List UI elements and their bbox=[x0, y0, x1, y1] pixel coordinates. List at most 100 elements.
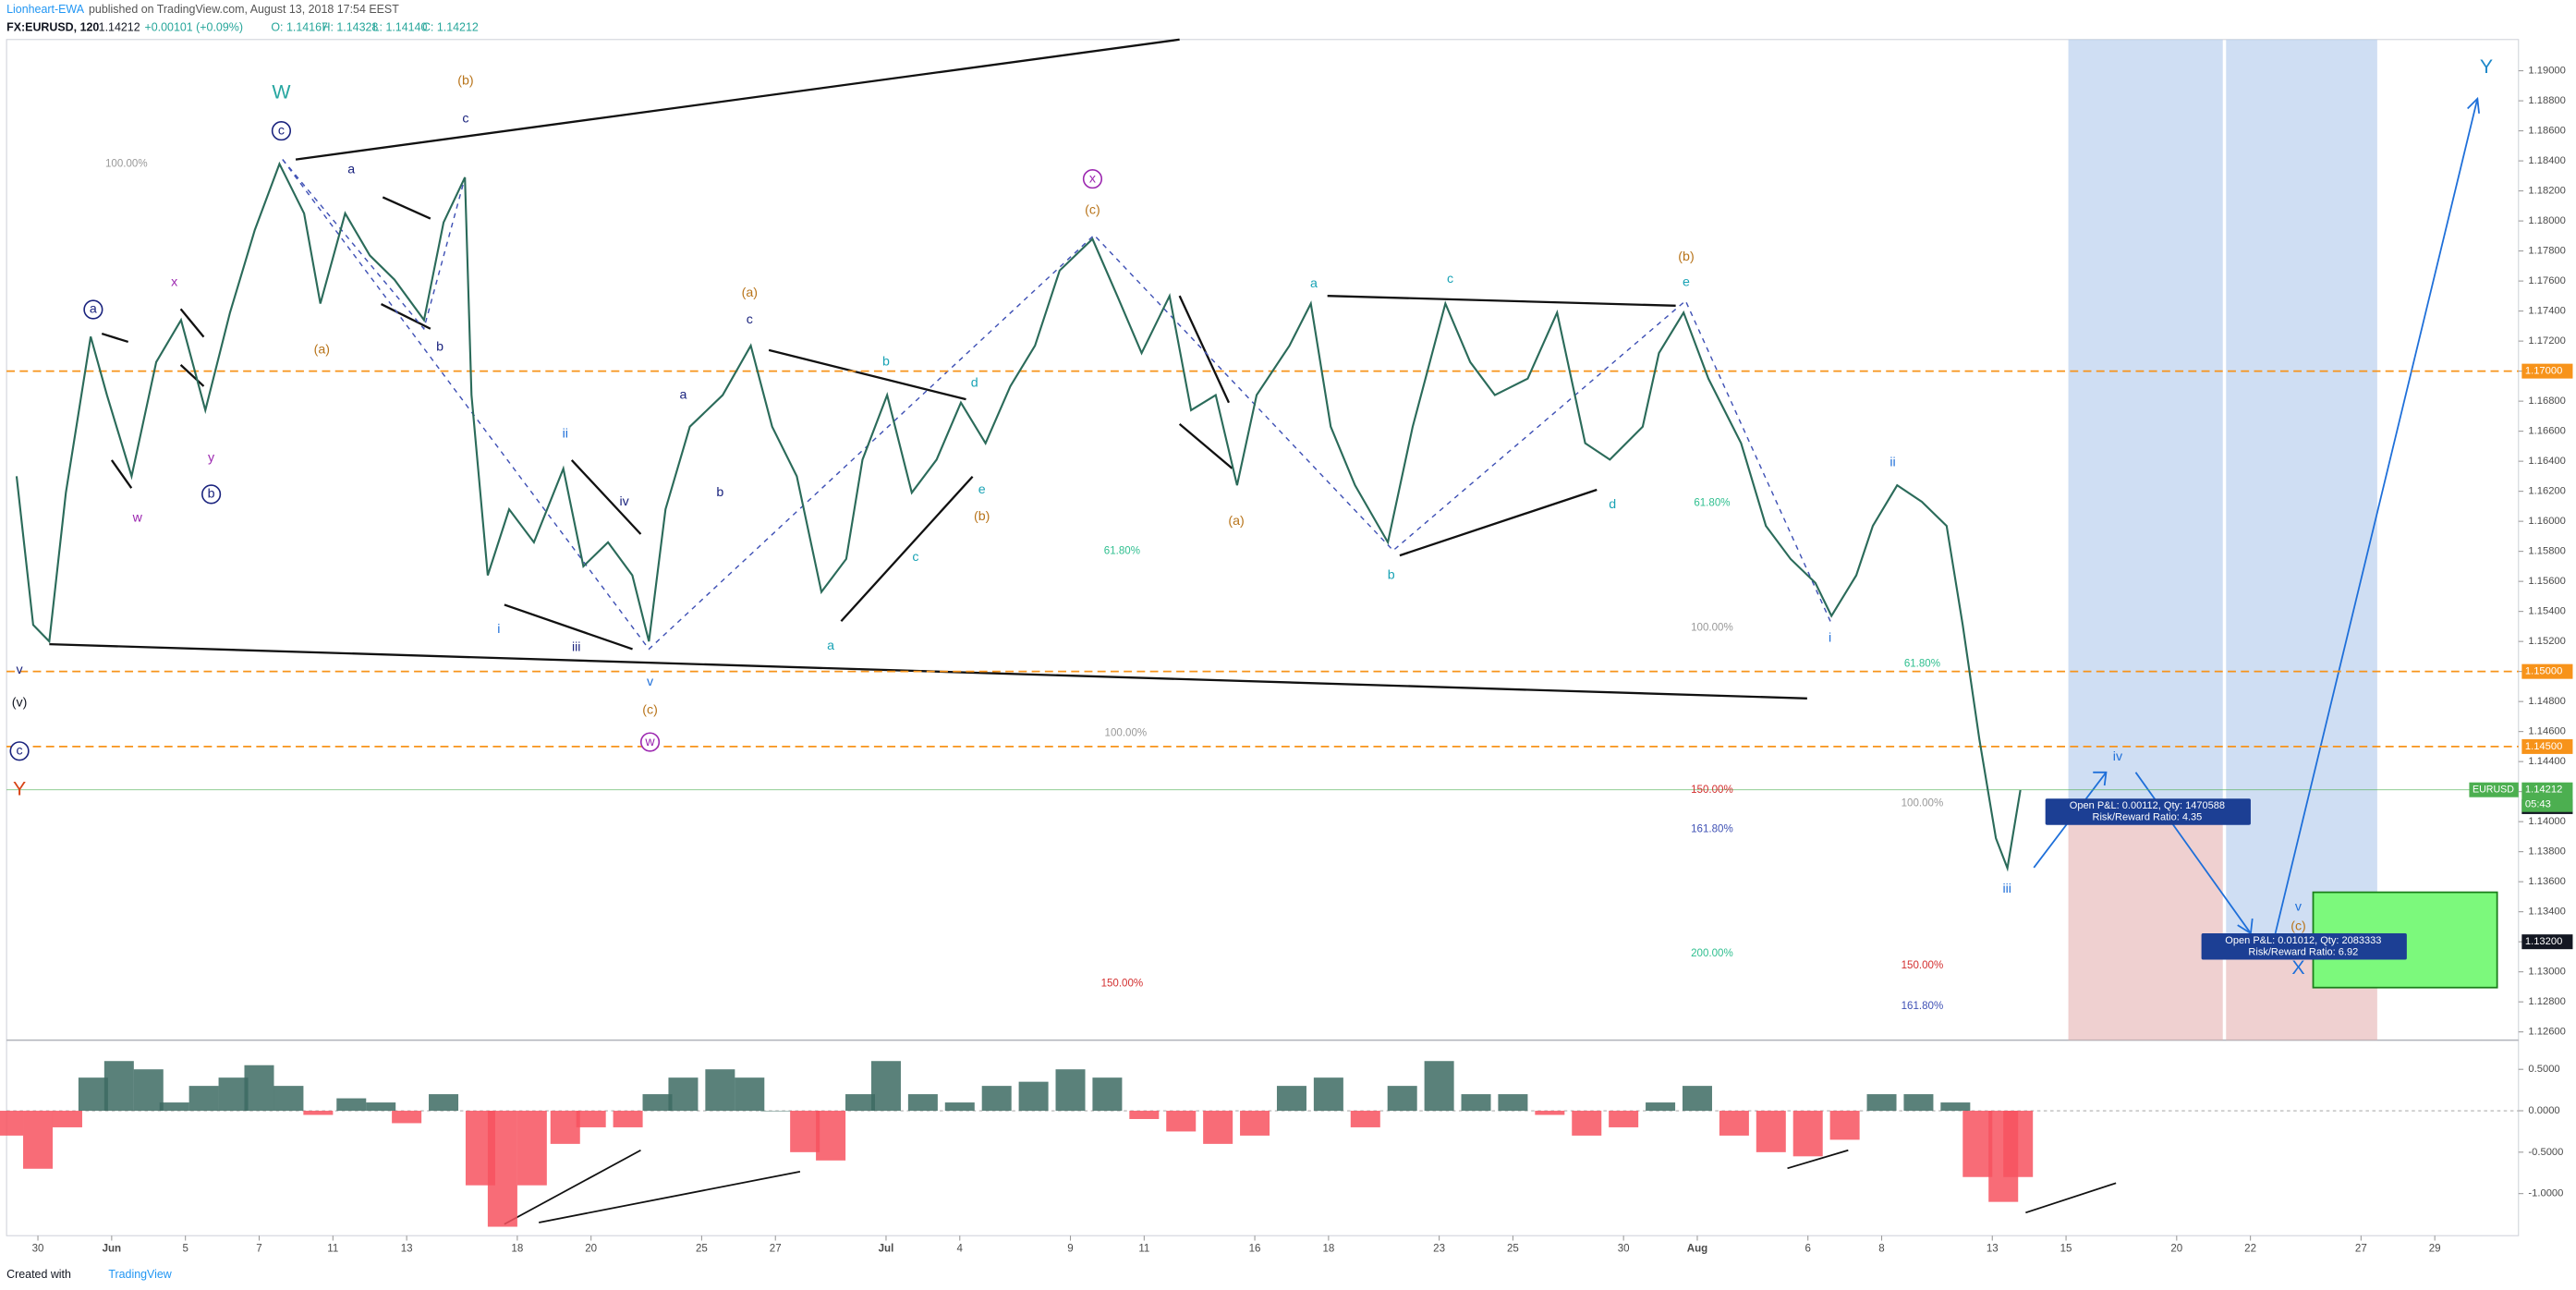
x-tick-label: 5 bbox=[182, 1243, 188, 1254]
position-box bbox=[2201, 933, 2407, 960]
histogram-bar bbox=[1756, 1111, 1786, 1152]
y-tick-label: 1.18400 bbox=[2528, 155, 2565, 166]
x-tick-label: 27 bbox=[2355, 1243, 2367, 1254]
wave-label: w bbox=[644, 735, 655, 749]
histogram-bar bbox=[52, 1111, 82, 1127]
wave-label: 100.00% bbox=[1691, 623, 1733, 634]
wave-label: b bbox=[882, 355, 890, 370]
y-tick-label: 1.15400 bbox=[2528, 606, 2565, 617]
wave-label: c bbox=[747, 312, 753, 327]
indicator-lines bbox=[504, 1149, 2117, 1225]
position-ratio: Risk/Reward Ratio: 4.35 bbox=[2093, 812, 2203, 823]
histogram-bar bbox=[1129, 1111, 1160, 1119]
histogram-bar bbox=[1866, 1094, 1897, 1112]
label-circle bbox=[1082, 169, 1103, 189]
y-tick-label: 1.18800 bbox=[2528, 95, 2565, 106]
histogram-bar bbox=[1609, 1111, 1639, 1127]
histogram-bar bbox=[1350, 1111, 1380, 1127]
price-line bbox=[15, 161, 2022, 872]
x-tick-label: 25 bbox=[696, 1243, 708, 1254]
wave-label: c bbox=[1447, 272, 1453, 286]
x-tick-label: 20 bbox=[2170, 1243, 2182, 1254]
level-label: 1.15000 bbox=[2525, 666, 2562, 677]
histogram-bar bbox=[78, 1077, 108, 1112]
y-tick-label: -1.0000 bbox=[2528, 1188, 2563, 1199]
histogram-bar bbox=[576, 1111, 606, 1127]
histogram-bar bbox=[668, 1077, 699, 1112]
histogram-bar bbox=[1829, 1111, 1860, 1140]
histogram-bar bbox=[1719, 1111, 1749, 1136]
x-tick-label: 30 bbox=[32, 1243, 44, 1254]
countdown: 05:43 bbox=[2525, 799, 2551, 810]
wave-label: x bbox=[171, 274, 177, 289]
x-tick-label: 29 bbox=[2429, 1243, 2441, 1254]
wave-label: v bbox=[2295, 900, 2303, 915]
position-tool[interactable] bbox=[2068, 39, 2377, 1041]
histogram-bar bbox=[1203, 1111, 1233, 1144]
y-tick-label: 1.14800 bbox=[2528, 696, 2565, 707]
wave-label: (c) bbox=[1085, 202, 1100, 217]
wave-label: W bbox=[272, 81, 291, 103]
histogram-bar bbox=[1166, 1111, 1197, 1132]
label-circle bbox=[9, 741, 30, 761]
y-tick-label: 1.12800 bbox=[2528, 996, 2565, 1007]
y-tick-label: 1.12600 bbox=[2528, 1027, 2565, 1038]
wave-label: (c) bbox=[642, 703, 658, 718]
level-tag bbox=[2521, 738, 2573, 754]
x-tick-label: 8 bbox=[1878, 1243, 1884, 1254]
y-tick-label: 0.5000 bbox=[2528, 1064, 2559, 1075]
level-tag bbox=[2521, 934, 2573, 950]
footer-brand[interactable]: TradingView bbox=[108, 1268, 172, 1281]
histogram-bar bbox=[244, 1065, 274, 1112]
wave-label: a bbox=[90, 302, 97, 317]
y-tick-label: 1.17400 bbox=[2528, 306, 2565, 317]
histogram-bar bbox=[303, 1111, 334, 1115]
histogram-bar bbox=[103, 1061, 134, 1112]
wave-label: d bbox=[1609, 497, 1616, 512]
wave-label: e bbox=[978, 482, 986, 497]
trend-lines bbox=[49, 38, 1807, 700]
histogram-bar bbox=[870, 1061, 901, 1112]
stop-zone bbox=[2068, 816, 2223, 1041]
level-label: 1.17000 bbox=[2525, 366, 2562, 377]
wave-path bbox=[282, 159, 466, 331]
wave-label: Y bbox=[13, 778, 26, 800]
y-tick-label: 1.13600 bbox=[2528, 876, 2565, 887]
y-tick-label: 1.15800 bbox=[2528, 546, 2565, 557]
wave-label: ii bbox=[1889, 456, 1895, 470]
y-tick-label: 1.18600 bbox=[2528, 126, 2565, 137]
histogram-bar bbox=[944, 1102, 975, 1112]
author[interactable]: Lionheart-EWA bbox=[6, 3, 85, 16]
histogram-bar bbox=[1535, 1111, 1565, 1115]
x-tick-label: 18 bbox=[1322, 1243, 1334, 1254]
wave-label: iii bbox=[2002, 882, 2011, 896]
position-box bbox=[2045, 798, 2251, 825]
histogram-bar bbox=[845, 1094, 876, 1112]
histogram-bar bbox=[642, 1094, 673, 1112]
x-tick-label: 7 bbox=[256, 1243, 261, 1254]
histogram-bar bbox=[1498, 1094, 1528, 1112]
x-tick-label: 6 bbox=[1804, 1243, 1810, 1254]
y-tick-label: 1.16000 bbox=[2528, 516, 2565, 527]
histogram-bar bbox=[1682, 1086, 1712, 1112]
wave-label: a bbox=[1310, 276, 1318, 291]
histogram-bar bbox=[1055, 1069, 1086, 1112]
histogram-bar bbox=[1092, 1077, 1123, 1112]
x-tick-label: 4 bbox=[957, 1243, 964, 1254]
histogram-bar bbox=[1792, 1111, 1823, 1157]
x-tick-label: Jun bbox=[103, 1243, 122, 1254]
wave-label: (b) bbox=[1678, 249, 1694, 264]
last: 1.14212 bbox=[99, 21, 140, 34]
wave-label: 100.00% bbox=[105, 158, 148, 169]
wave-label: b bbox=[436, 339, 444, 354]
y-tick-label: 1.13800 bbox=[2528, 846, 2565, 858]
x-tick-label: 23 bbox=[1433, 1243, 1445, 1254]
level-label: 1.14500 bbox=[2525, 741, 2562, 752]
symbol: FX:EURUSD, 120 bbox=[6, 21, 99, 34]
y-tick-label: 1.16200 bbox=[2528, 486, 2565, 497]
wave-label: c bbox=[912, 550, 918, 565]
y-tick-label: -0.5000 bbox=[2528, 1147, 2563, 1158]
level-tag bbox=[2521, 363, 2573, 379]
wave-label: a bbox=[347, 163, 355, 177]
y-tick-label: 1.14600 bbox=[2528, 726, 2565, 737]
